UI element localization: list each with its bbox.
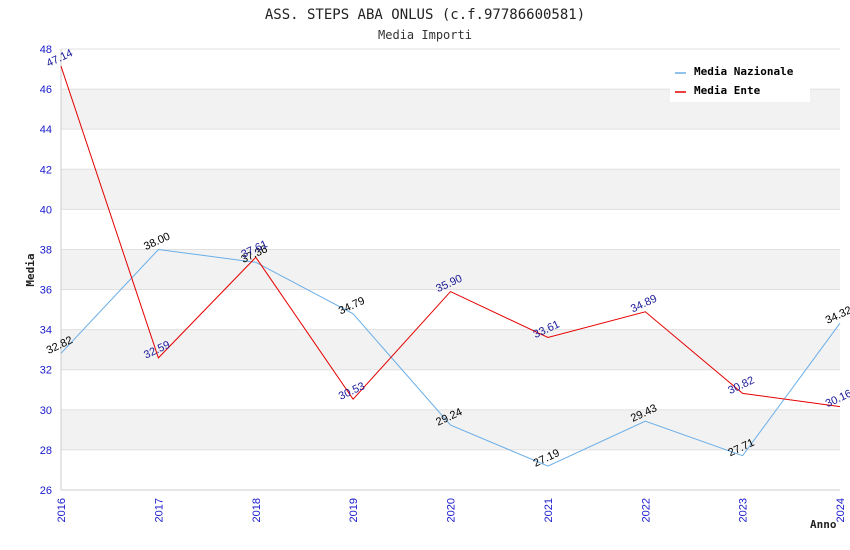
y-tick-label: 34 (40, 325, 52, 337)
x-tick-labels: 2016 2017 2018 2019 2020 2021 2022 2023 2024 (56, 498, 847, 522)
y-tick-label: 28 (40, 445, 52, 457)
x-tick-label: 2023 (738, 498, 750, 522)
y-tick-label: 32 (40, 365, 52, 377)
y-tick-label: 48 (40, 44, 52, 56)
legend-label-media-nazionale: Media Nazionale (694, 65, 794, 78)
legend-box (670, 58, 810, 102)
axes (60, 49, 840, 491)
data-label: 30.82 (726, 374, 756, 397)
grid-band (61, 169, 840, 210)
x-tick-label: 2018 (251, 498, 263, 522)
x-tick-label: 2020 (446, 498, 458, 522)
x-tick-label: 2024 (835, 498, 847, 522)
x-tick-label: 2019 (348, 498, 360, 522)
x-tick-label: 2021 (543, 498, 555, 522)
x-tick-label: 2017 (153, 498, 165, 522)
data-label: 30.53 (337, 380, 367, 403)
series-line-media-nazionale (60, 248, 841, 467)
y-tick-label: 40 (40, 204, 52, 216)
y-tick-labels: 26 28 30 32 34 36 38 40 42 44 46 48 (40, 44, 52, 497)
grid-band (61, 249, 840, 290)
x-tick-label: 2016 (56, 498, 68, 522)
data-label: 34.79 (337, 295, 367, 318)
gridlines (61, 48, 840, 491)
x-tick-label: 2022 (640, 498, 652, 522)
y-tick-label: 42 (40, 164, 52, 176)
grid-band (61, 329, 840, 370)
legend-label-media-ente: Media Ente (694, 84, 761, 97)
chart-subtitle: Media Importi (378, 28, 472, 42)
chart-title: ASS. STEPS ABA ONLUS (c.f.97786600581) (265, 7, 585, 23)
data-label: 27.19 (532, 447, 562, 470)
y-tick-label: 46 (40, 84, 52, 96)
y-axis-label: Media (24, 253, 37, 286)
x-axis-label: Anno (810, 518, 837, 531)
series-lines (60, 66, 841, 467)
y-tick-label: 30 (40, 405, 52, 417)
y-tick-label: 26 (40, 485, 52, 497)
y-tick-label: 38 (40, 244, 52, 256)
grid-band (61, 409, 840, 450)
legend: Media Nazionale Media Ente (670, 58, 810, 102)
series-line-media-ente (60, 66, 841, 408)
data-label: 34.32 (824, 304, 850, 327)
data-label: 30.16 (824, 388, 850, 411)
grid-bands (61, 89, 840, 450)
y-tick-label: 36 (40, 285, 52, 297)
y-tick-label: 44 (40, 124, 52, 136)
